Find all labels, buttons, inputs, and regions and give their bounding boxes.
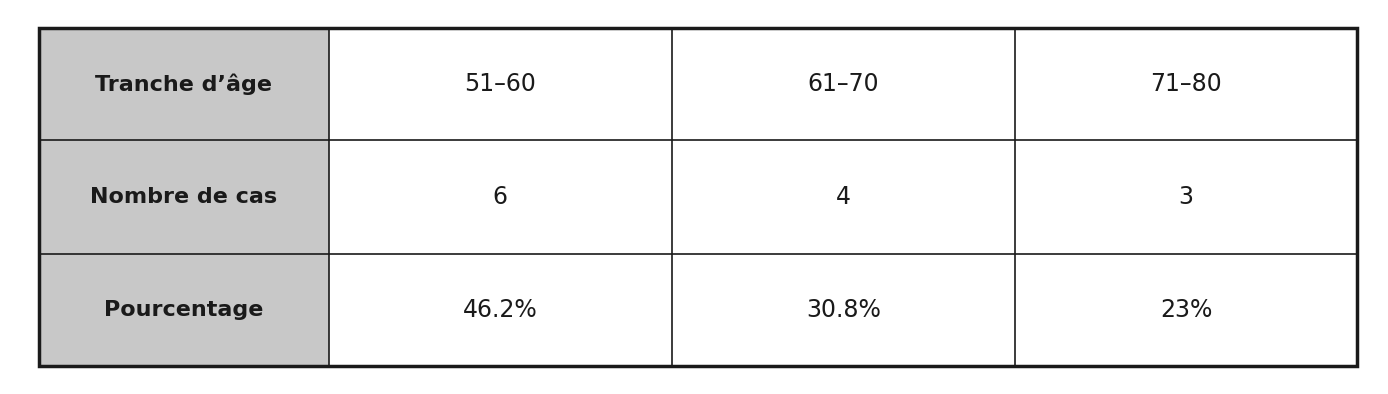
Bar: [1015, 28, 1357, 140]
Text: Tranche d’âge: Tranche d’âge: [96, 73, 272, 95]
Bar: [39, 28, 329, 140]
Bar: [329, 254, 672, 366]
Bar: [39, 28, 1357, 366]
Text: 61–70: 61–70: [808, 72, 879, 96]
Text: Pourcentage: Pourcentage: [104, 300, 264, 320]
Bar: [39, 140, 329, 254]
Text: Nombre de cas: Nombre de cas: [90, 187, 278, 207]
Bar: [1015, 140, 1357, 254]
Bar: [329, 28, 672, 140]
Bar: [672, 140, 1015, 254]
Text: 23%: 23%: [1160, 298, 1212, 322]
Text: 51–60: 51–60: [465, 72, 536, 96]
Text: 3: 3: [1178, 185, 1194, 209]
Text: 71–80: 71–80: [1151, 72, 1221, 96]
Text: 30.8%: 30.8%: [806, 298, 880, 322]
Bar: [1015, 254, 1357, 366]
Bar: [39, 254, 329, 366]
Text: 4: 4: [836, 185, 851, 209]
Bar: [672, 28, 1015, 140]
Bar: [329, 140, 672, 254]
Text: 6: 6: [493, 185, 508, 209]
Text: 46.2%: 46.2%: [464, 298, 537, 322]
Bar: [672, 254, 1015, 366]
